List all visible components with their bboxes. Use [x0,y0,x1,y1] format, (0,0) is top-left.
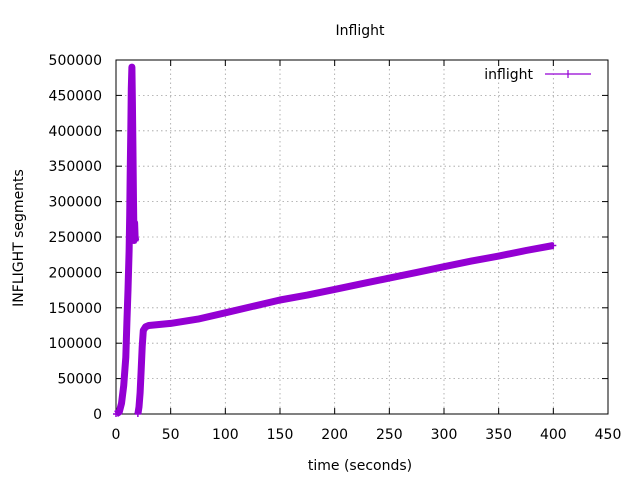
x-tick-label: 50 [162,427,180,443]
x-tick-label: 150 [267,427,294,443]
y-tick-label: 100000 [49,336,102,352]
x-axis-title: time (seconds) [308,458,412,474]
grid [116,60,608,414]
y-axis-title: INFLIGHT segments [11,169,27,307]
x-tick-label: 400 [540,427,567,443]
axis-ticks: 0 50 100 150 200 250 300 350 400 450 0 50000 100000 1… [49,53,622,443]
y-tick-label: 250000 [49,230,102,246]
x-tick-label: 100 [212,427,239,443]
chart-title: Inflight [336,23,385,39]
y-tick-label: 300000 [49,195,102,211]
series-layer [113,63,557,417]
x-tick-label: 300 [431,427,458,443]
series-inflight [113,63,557,417]
x-tick-label: 450 [595,427,622,443]
legend-label: inflight [484,67,533,83]
legend: inflight [484,67,591,83]
y-tick-label: 450000 [49,88,102,104]
y-tick-label: 200000 [49,265,102,281]
series-line [114,63,140,417]
x-tick-label: 0 [112,427,121,443]
y-tick-label: 350000 [49,159,102,175]
x-tick-label: 250 [376,427,403,443]
y-tick-label: 150000 [49,301,102,317]
y-tick-label: 0 [93,407,102,423]
x-tick-label: 200 [321,427,348,443]
y-tick-label: 500000 [49,53,102,69]
x-tick-label: 350 [485,427,512,443]
y-tick-label: 50000 [57,372,102,388]
y-tick-label: 400000 [49,124,102,140]
